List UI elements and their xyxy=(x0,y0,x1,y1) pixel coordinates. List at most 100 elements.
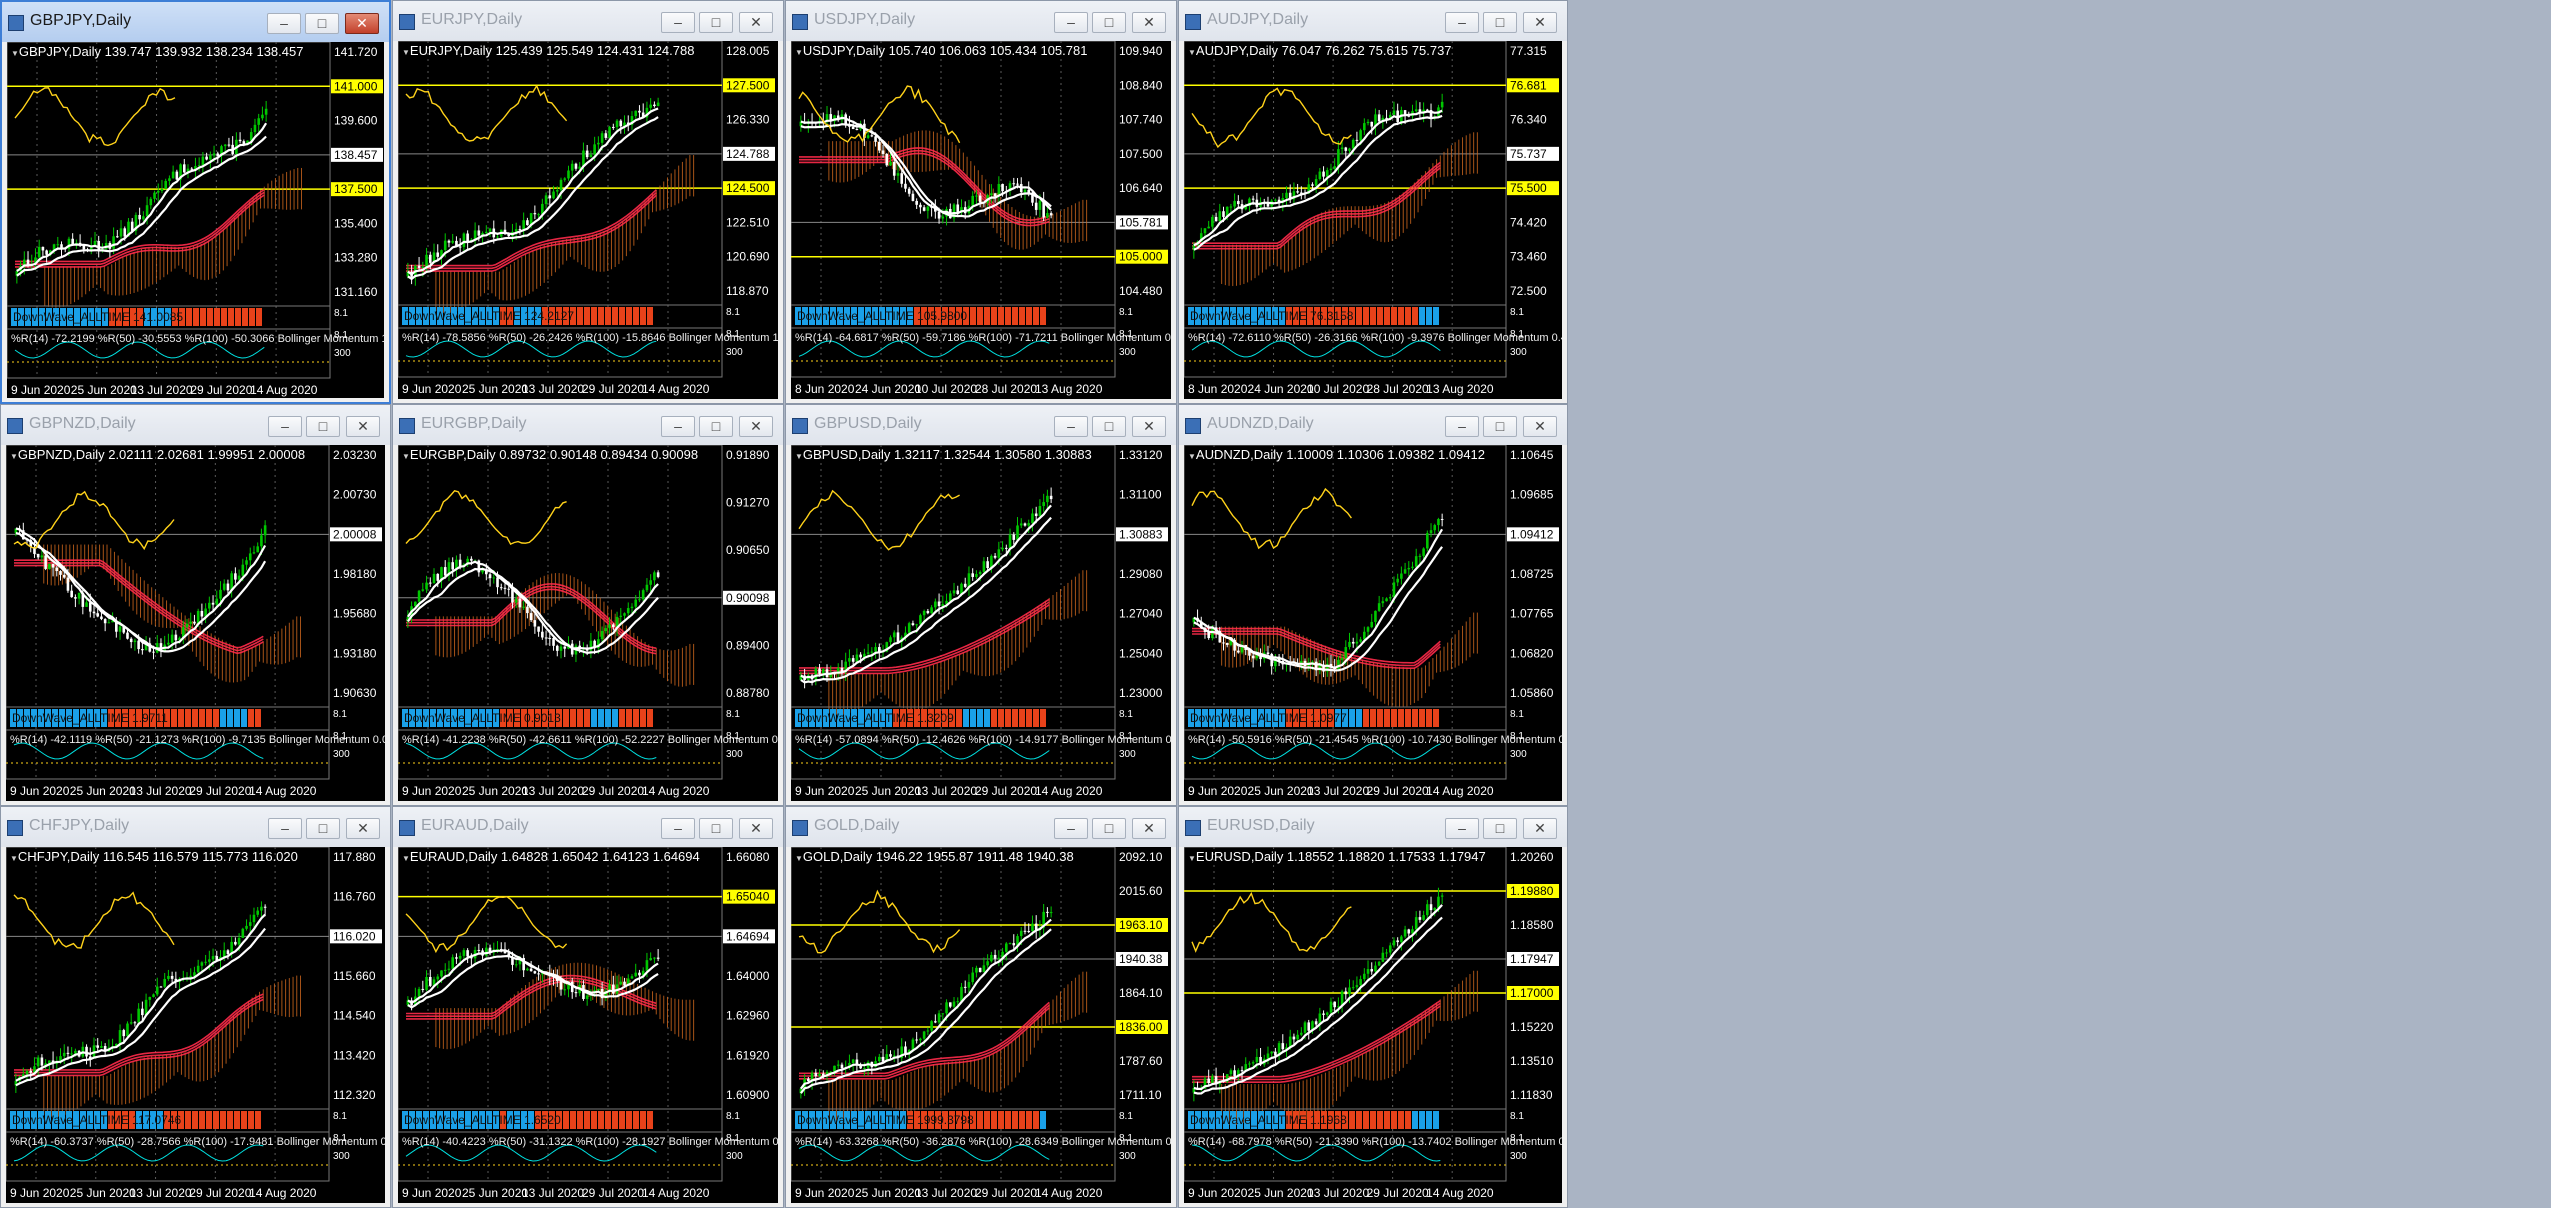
close-button[interactable]: ✕ xyxy=(1132,416,1166,437)
chart-window[interactable]: EURAUD,Daily – □ ✕ 9 Jun 2020 25 Jun 2020 13 J… xyxy=(392,806,784,1208)
price-chart[interactable]: 9 Jun 2020 25 Jun 2020 13 Jul 2020 29 Jul 2… xyxy=(7,42,386,398)
date-label: 29 Jul 2020 xyxy=(1367,1186,1429,1200)
indicator-values: %R(14) -42.1119 %R(50) -21.1273 %R(100) … xyxy=(10,734,385,746)
maximize-button[interactable]: □ xyxy=(699,818,733,839)
window-titlebar[interactable]: AUDJPY,Daily – □ ✕ xyxy=(1179,1,1567,41)
maximize-button[interactable]: □ xyxy=(306,818,340,839)
maximize-button[interactable]: □ xyxy=(305,13,339,34)
minimize-button[interactable]: – xyxy=(268,818,302,839)
chart-window[interactable]: GOLD,Daily – □ ✕ 9 Jun 2020 25 Jun 2020 13 Jul… xyxy=(785,806,1177,1208)
close-button[interactable]: ✕ xyxy=(1523,12,1557,33)
close-icon: ✕ xyxy=(357,820,369,836)
date-label: 29 Jul 2020 xyxy=(975,1186,1037,1200)
price-chart[interactable]: 8 Jun 2020 24 Jun 2020 10 Jul 2020 28 Jul 2… xyxy=(791,41,1171,399)
minimize-button[interactable]: – xyxy=(661,416,695,437)
chart-window[interactable]: GBPJPY,Daily – □ ✕ 9 Jun 2020 25 Jun 2020 13 J… xyxy=(0,0,391,404)
minimize-button[interactable]: – xyxy=(1054,818,1088,839)
maximize-button[interactable]: □ xyxy=(1092,416,1126,437)
close-button[interactable]: ✕ xyxy=(345,13,379,34)
window-titlebar[interactable]: GOLD,Daily – □ ✕ xyxy=(786,807,1176,847)
sub-scale-label: 8.1 xyxy=(1510,709,1524,720)
close-button[interactable]: ✕ xyxy=(1523,818,1557,839)
close-button[interactable]: ✕ xyxy=(1523,416,1557,437)
close-button[interactable]: ✕ xyxy=(739,416,773,437)
price-chart[interactable]: 9 Jun 2020 25 Jun 2020 13 Jul 2020 29 Jul 2… xyxy=(6,445,385,801)
maximize-button[interactable]: □ xyxy=(699,416,733,437)
downwave-label: DownWave_ALLTIME 1.3209 xyxy=(797,711,954,725)
minimize-button[interactable]: – xyxy=(267,13,301,34)
ma-red-1 xyxy=(15,194,265,268)
maximize-button[interactable]: □ xyxy=(699,12,733,33)
price-chart[interactable]: 9 Jun 2020 25 Jun 2020 13 Jul 2020 29 Jul 2… xyxy=(1184,445,1562,801)
minimize-button[interactable]: – xyxy=(1054,12,1088,33)
window-titlebar[interactable]: USDJPY,Daily – □ ✕ xyxy=(786,1,1176,41)
price-chart[interactable]: 9 Jun 2020 25 Jun 2020 13 Jul 2020 29 Jul 2… xyxy=(398,847,778,1203)
close-button[interactable]: ✕ xyxy=(739,12,773,33)
minimize-button[interactable]: – xyxy=(1445,818,1479,839)
close-button[interactable]: ✕ xyxy=(346,416,380,437)
price-label: 107.740 xyxy=(1119,113,1163,127)
minimize-button[interactable]: – xyxy=(268,416,302,437)
sub-scale-label: 300 xyxy=(333,749,350,760)
window-titlebar[interactable]: EURGBP,Daily – □ ✕ xyxy=(393,405,783,445)
price-chart[interactable]: 9 Jun 2020 25 Jun 2020 13 Jul 2020 29 Jul 2… xyxy=(6,847,385,1203)
minimize-button[interactable]: – xyxy=(1445,416,1479,437)
minimize-button[interactable]: – xyxy=(1054,416,1088,437)
minimize-button[interactable]: – xyxy=(661,818,695,839)
level-price-box xyxy=(1507,884,1559,898)
maximize-button[interactable]: □ xyxy=(1092,818,1126,839)
chart-window[interactable]: GBPNZD,Daily – □ ✕ 9 Jun 2020 25 Jun 2020 13 J… xyxy=(0,404,391,806)
window-titlebar[interactable]: CHFJPY,Daily – □ ✕ xyxy=(1,807,390,847)
price-chart[interactable]: 9 Jun 2020 25 Jun 2020 13 Jul 2020 29 Jul 2… xyxy=(791,445,1171,801)
maximize-button[interactable]: □ xyxy=(306,416,340,437)
chart-window[interactable]: CHFJPY,Daily – □ ✕ 9 Jun 2020 25 Jun 2020 13 J… xyxy=(0,806,391,1208)
chart-window[interactable]: AUDJPY,Daily – □ ✕ 8 Jun 2020 24 Jun 2020 10 J… xyxy=(1178,0,1568,404)
level-price-box xyxy=(723,889,775,904)
maximize-button[interactable]: □ xyxy=(1483,818,1517,839)
chart-window[interactable]: EURGBP,Daily – □ ✕ 9 Jun 2020 25 Jun 2020 13 J… xyxy=(392,404,784,806)
chart-window[interactable]: EURJPY,Daily – □ ✕ 9 Jun 2020 25 Jun 2020 13 J… xyxy=(392,0,784,404)
window-titlebar[interactable]: AUDNZD,Daily – □ ✕ xyxy=(1179,405,1567,445)
price-label: 106.640 xyxy=(1119,181,1163,195)
chart-window[interactable]: GBPUSD,Daily – □ ✕ 9 Jun 2020 25 Jun 2020 13 J… xyxy=(785,404,1177,806)
price-chart[interactable]: 9 Jun 2020 25 Jun 2020 13 Jul 2020 29 Jul 2… xyxy=(1184,847,1562,1203)
window-title: GBPNZD,Daily xyxy=(29,415,136,432)
close-button[interactable]: ✕ xyxy=(346,818,380,839)
price-label: 1.06820 xyxy=(1510,646,1554,660)
window-titlebar[interactable]: GBPJPY,Daily – □ ✕ xyxy=(2,2,389,42)
maximize-button[interactable]: □ xyxy=(1483,12,1517,33)
window-titlebar[interactable]: EURAUD,Daily – □ ✕ xyxy=(393,807,783,847)
date-label: 14 Aug 2020 xyxy=(250,383,318,397)
sub-scale-label: 300 xyxy=(1510,347,1527,358)
window-titlebar[interactable]: EURJPY,Daily – □ ✕ xyxy=(393,1,783,41)
close-button[interactable]: ✕ xyxy=(1132,12,1166,33)
close-button[interactable]: ✕ xyxy=(739,818,773,839)
date-label: 13 Jul 2020 xyxy=(522,1186,584,1200)
date-label: 29 Jul 2020 xyxy=(1367,784,1429,798)
chart-window[interactable]: AUDNZD,Daily – □ ✕ 9 Jun 2020 25 Jun 2020 13 J… xyxy=(1178,404,1568,806)
minimize-button[interactable]: – xyxy=(661,12,695,33)
maximize-button[interactable]: □ xyxy=(1092,12,1126,33)
price-chart[interactable]: 9 Jun 2020 25 Jun 2020 13 Jul 2020 29 Jul 2… xyxy=(791,847,1171,1203)
minimize-icon: – xyxy=(280,15,288,31)
maximize-button[interactable]: □ xyxy=(1483,416,1517,437)
window-titlebar[interactable]: GBPNZD,Daily – □ ✕ xyxy=(1,405,390,445)
price-chart[interactable]: 9 Jun 2020 25 Jun 2020 13 Jul 2020 29 Jul 2… xyxy=(398,41,778,399)
window-titlebar[interactable]: EURUSD,Daily – □ ✕ xyxy=(1179,807,1567,847)
price-chart[interactable]: 8 Jun 2020 24 Jun 2020 10 Jul 2020 28 Jul 2… xyxy=(1184,41,1562,399)
minimize-button[interactable]: – xyxy=(1445,12,1479,33)
window-titlebar[interactable]: GBPUSD,Daily – □ ✕ xyxy=(786,405,1176,445)
chart-window[interactable]: EURUSD,Daily – □ ✕ 9 Jun 2020 25 Jun 2020 13 J… xyxy=(1178,806,1568,1208)
price-chart[interactable]: 9 Jun 2020 25 Jun 2020 13 Jul 2020 29 Jul 2… xyxy=(398,445,778,801)
williams-r-line xyxy=(1191,742,1441,760)
close-icon: ✕ xyxy=(1143,14,1155,30)
close-button[interactable]: ✕ xyxy=(1132,818,1166,839)
date-label: 24 Jun 2020 xyxy=(855,382,921,396)
ma-white-1 xyxy=(1193,109,1443,247)
chart-window[interactable]: USDJPY,Daily – □ ✕ 8 Jun 2020 24 Jun 2020 10 J… xyxy=(785,0,1177,404)
chart-symbol-header: GBPUSD,Daily 1.32117 1.32544 1.30580 1.3… xyxy=(795,447,1092,462)
